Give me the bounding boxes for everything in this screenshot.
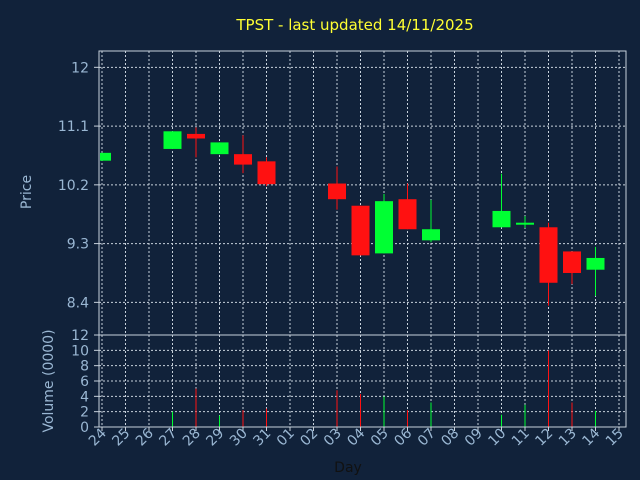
x-tick-label: 24 [86,425,110,449]
candle-body [516,222,534,225]
candle-body [328,183,346,200]
x-tick-label: 13 [556,426,580,450]
x-tick-label: 09 [462,426,486,450]
candle-body [563,251,581,273]
candle-body [375,201,393,254]
volume-tick-label: 12 [71,328,89,344]
candle-body [422,229,440,241]
candle-body [586,257,605,270]
candle-body [100,152,111,161]
x-tick-label: 01 [274,426,298,450]
candle-body [351,205,370,256]
volume-tick-label: 0 [80,420,89,436]
volume-bars [172,350,596,427]
chart-title: TPST - last updated 14/11/2025 [235,16,473,34]
volume-tick-label: 4 [80,389,89,405]
candle-body [492,210,511,228]
candle-body [210,142,229,155]
volume-panel-frame [98,334,627,428]
price-panel-frame [98,50,627,336]
candle-body [234,154,252,165]
price-tick-label: 8.4 [67,295,89,311]
volume-axis-label: Volume (0000) [41,329,57,432]
x-tick-label: 12 [532,426,556,450]
x-tick-label: 29 [203,426,227,450]
x-axis-label: Day [334,460,362,476]
price-y-ticks: 8.4 9.3 10.2 11.1 12 [58,60,99,311]
x-tick-label: 05 [368,426,392,450]
x-tick-label: 10 [485,426,509,450]
x-tick-label: 07 [415,426,439,450]
x-axis-ticks: 24 25 26 27 28 29 30 31 01 02 03 04 05 06 07 08 09 10 11 12… [86,425,627,449]
x-tick-label: 25 [109,426,133,450]
x-tick-label: 30 [227,426,251,450]
candle-body [163,131,182,149]
price-tick-label: 11.1 [58,119,89,135]
volume-tick-label: 6 [80,374,89,390]
x-tick-label: 28 [180,426,204,450]
x-tick-label: 31 [250,426,274,450]
candles [100,127,605,306]
x-tick-label: 15 [603,426,627,450]
candle-body [257,161,276,185]
volume-tick-label: 8 [80,359,89,375]
x-tick-label: 27 [156,426,180,450]
volume-tick-label: 10 [71,343,89,359]
price-tick-label: 12 [71,60,89,76]
x-tick-label: 26 [133,425,157,449]
candle-body [398,199,417,230]
price-axis-label: Price [19,175,35,209]
x-tick-label: 11 [509,426,533,450]
x-tick-label: 03 [321,426,345,450]
x-tick-label: 02 [297,426,321,450]
x-tick-label: 06 [391,425,415,449]
price-grid [99,51,626,335]
candle-body [539,227,558,283]
price-tick-label: 9.3 [67,237,89,253]
volume-tick-label: 2 [80,405,89,421]
x-tick-label: 14 [579,425,603,449]
x-tick-label: 08 [438,426,462,450]
candle-body [187,133,205,139]
volume-grid [99,335,626,427]
price-tick-label: 10.2 [58,178,89,194]
x-tick-label: 04 [344,425,368,449]
